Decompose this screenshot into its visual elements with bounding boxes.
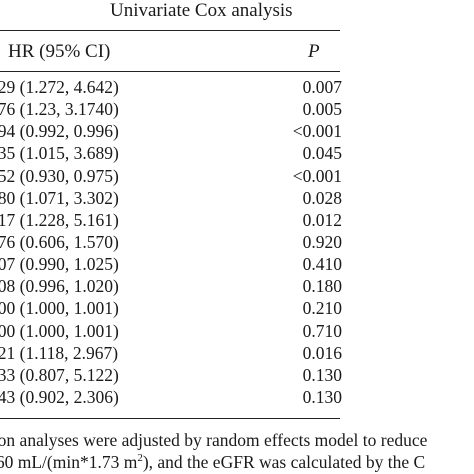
- table-row: 935 (1.015, 3.689) 0.045: [0, 143, 474, 165]
- p-value-cell: 0.007: [302, 77, 342, 97]
- table-bottom-rule: [0, 418, 340, 419]
- p-value-cell: <0.001: [292, 165, 342, 186]
- p-value-cell: 0.012: [302, 209, 342, 230]
- p-value-cell: 0.028: [302, 187, 342, 208]
- hr-cell: 000 (1.000, 1.001): [0, 298, 119, 319]
- hr-cell: 821 (1.118, 2.967): [0, 342, 119, 363]
- table-row: 443 (0.902, 2.306) 0.130: [0, 387, 474, 409]
- table-row: 517 (1.228, 5.161) 0.012: [0, 210, 474, 232]
- table-row: 033 (0.807, 5.122) 0.130: [0, 365, 474, 387]
- table-row: 952 (0.930, 0.975) <0.001: [0, 166, 474, 188]
- table-row: 000 (1.000, 1.001) 0.710: [0, 321, 474, 343]
- table-row: 994 (0.992, 0.996) <0.001: [0, 121, 474, 143]
- hr-cell: 935 (1.015, 3.689): [0, 143, 119, 164]
- table-group-header: Univariate Cox analysis: [110, 0, 293, 21]
- p-value-cell: 0.180: [302, 276, 342, 297]
- p-value-cell: 0.920: [302, 231, 342, 252]
- table-row: 976 (1.23, 3.1740) 0.005: [0, 99, 474, 121]
- hr-column-header: HR (95% CI): [8, 41, 111, 62]
- footnote-superscript: 2: [137, 452, 143, 465]
- p-value-cell: 0.410: [302, 254, 342, 275]
- hr-cell: 000 (1.000, 1.001): [0, 320, 119, 341]
- hr-cell: 033 (0.807, 5.122): [0, 364, 119, 385]
- table-top-rule: [0, 30, 340, 31]
- table-row: 000 (1.000, 1.001) 0.210: [0, 298, 474, 320]
- p-value-cell: 0.005: [302, 99, 342, 120]
- hr-cell: 429 (1.272, 4.642): [0, 77, 119, 97]
- table-row: 821 (1.118, 2.967) 0.016: [0, 343, 474, 365]
- footnote-line-2: <60 mL/(min*1.73 m2), and the eGFR was c…: [0, 452, 425, 473]
- hr-cell: 880 (1.071, 3.302): [0, 187, 119, 208]
- table-row: 880 (1.071, 3.302) 0.028: [0, 188, 474, 210]
- hr-cell: 443 (0.902, 2.306): [0, 386, 119, 407]
- p-value-cell: 0.210: [302, 298, 342, 319]
- footnote-line-1: sion analyses were adjusted by random ef…: [0, 430, 428, 450]
- table-header-rule: [0, 71, 340, 72]
- p-value-cell: <0.001: [292, 121, 342, 142]
- hr-cell: 976 (1.23, 3.1740): [0, 99, 119, 120]
- p-column-header: P: [308, 41, 320, 62]
- hr-cell: 952 (0.930, 0.975): [0, 165, 119, 186]
- hr-cell: 976 (0.606, 1.570): [0, 231, 119, 252]
- p-value-cell: 0.130: [302, 386, 342, 407]
- table-row: 976 (0.606, 1.570) 0.920: [0, 232, 474, 254]
- table-row: 429 (1.272, 4.642) 0.007: [0, 77, 474, 99]
- p-value-cell: 0.710: [302, 320, 342, 341]
- table-row: 008 (0.996, 1.020) 0.180: [0, 276, 474, 298]
- p-value-cell: 0.130: [302, 364, 342, 385]
- hr-cell: 994 (0.992, 0.996): [0, 121, 119, 142]
- p-value-cell: 0.045: [302, 143, 342, 164]
- hr-cell: 008 (0.996, 1.020): [0, 276, 119, 297]
- p-value-cell: 0.016: [302, 342, 342, 363]
- table-row: 007 (0.990, 1.025) 0.410: [0, 254, 474, 276]
- footnote-line-2-part-b: ), and the eGFR was calculated by the C: [142, 452, 426, 472]
- hr-cell: 517 (1.228, 5.161): [0, 209, 119, 230]
- table-body: 429 (1.272, 4.642) 0.007 976 (1.23, 3.1740…: [0, 77, 474, 409]
- footnote-line-2-part-a: <60 mL/(min*1.73 m: [0, 452, 138, 472]
- hr-cell: 007 (0.990, 1.025): [0, 254, 119, 275]
